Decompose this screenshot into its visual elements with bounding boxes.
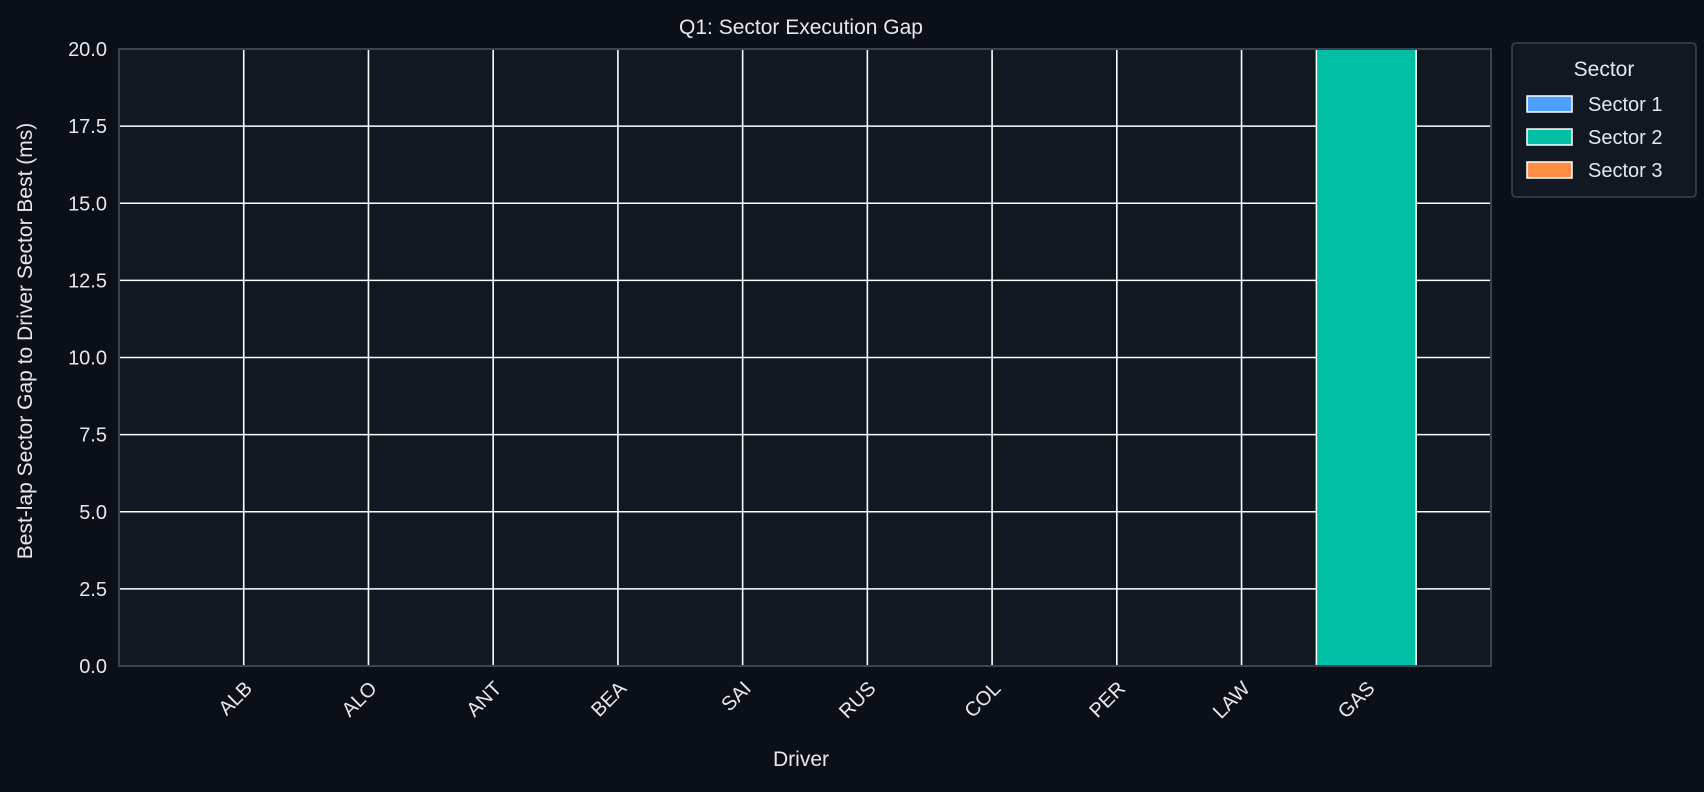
x-axis-label: Driver [773,748,829,771]
y-tick-label: 17.5 [68,116,107,138]
legend-items: Sector 1 Sector 2 Sector 3 [1527,94,1662,182]
legend: Sector Sector 1 Sector 2 Sector 3 [1512,43,1696,197]
y-tick-label: 15.0 [68,193,107,215]
chart-title: Q1: Sector Execution Gap [679,16,923,39]
legend-title: Sector [1574,58,1635,81]
legend-swatch [1527,96,1572,112]
y-tick-label: 20.0 [68,39,107,61]
y-tick-label: 7.5 [79,425,107,447]
legend-swatch [1527,129,1572,145]
legend-label: Sector 1 [1588,94,1662,116]
y-tick-label: 10.0 [68,348,107,370]
bar-gas-sector-2 [1316,49,1416,666]
legend-label: Sector 3 [1588,160,1662,182]
legend-swatch [1527,162,1572,178]
y-tick-label: 5.0 [79,502,107,524]
legend-label: Sector 2 [1588,127,1662,149]
y-axis-label: Best-lap Sector Gap to Driver Sector Bes… [14,123,37,559]
y-tick-label: 12.5 [68,270,107,292]
y-tick-label: 0.0 [79,656,107,678]
y-tick-label: 2.5 [79,579,107,601]
